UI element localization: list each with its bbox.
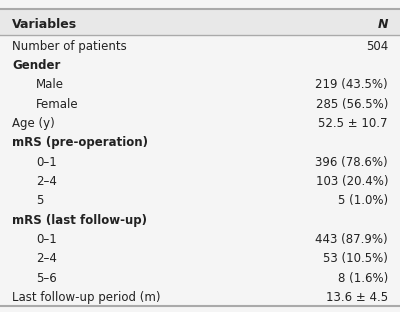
Text: 5–6: 5–6 xyxy=(36,272,57,285)
Bar xyxy=(0,190,400,209)
Text: Number of patients: Number of patients xyxy=(12,40,127,53)
Text: 396 (78.6%): 396 (78.6%) xyxy=(315,156,388,169)
Bar xyxy=(0,132,400,151)
Bar xyxy=(0,35,400,54)
Text: 8 (1.6%): 8 (1.6%) xyxy=(338,272,388,285)
Text: Last follow-up period (m): Last follow-up period (m) xyxy=(12,291,160,304)
Text: 103 (20.4%): 103 (20.4%) xyxy=(316,175,388,188)
Bar xyxy=(0,248,400,267)
Bar xyxy=(0,9,400,35)
Text: Male: Male xyxy=(36,78,64,91)
Text: Female: Female xyxy=(36,98,79,111)
Text: mRS (pre-operation): mRS (pre-operation) xyxy=(12,136,148,149)
Text: 219 (43.5%): 219 (43.5%) xyxy=(315,78,388,91)
Text: 0–1: 0–1 xyxy=(36,156,57,169)
Bar xyxy=(0,74,400,93)
Bar xyxy=(0,286,400,306)
Text: 52.5 ± 10.7: 52.5 ± 10.7 xyxy=(318,117,388,130)
Text: Age (y): Age (y) xyxy=(12,117,55,130)
Text: Gender: Gender xyxy=(12,59,60,72)
Text: 2–4: 2–4 xyxy=(36,175,57,188)
Text: Variables: Variables xyxy=(12,18,77,31)
Bar xyxy=(0,170,400,190)
Text: 5 (1.0%): 5 (1.0%) xyxy=(338,194,388,207)
Text: 13.6 ± 4.5: 13.6 ± 4.5 xyxy=(326,291,388,304)
Text: N: N xyxy=(378,18,388,31)
Bar xyxy=(0,151,400,170)
Text: 504: 504 xyxy=(366,40,388,53)
Bar xyxy=(0,267,400,286)
Text: 443 (87.9%): 443 (87.9%) xyxy=(315,233,388,246)
Text: 53 (10.5%): 53 (10.5%) xyxy=(323,252,388,266)
Text: 285 (56.5%): 285 (56.5%) xyxy=(316,98,388,111)
Bar xyxy=(0,209,400,228)
Bar xyxy=(0,93,400,112)
Text: 2–4: 2–4 xyxy=(36,252,57,266)
Bar xyxy=(0,54,400,74)
Bar xyxy=(0,228,400,248)
Text: mRS (last follow-up): mRS (last follow-up) xyxy=(12,214,147,227)
Text: 5: 5 xyxy=(36,194,43,207)
Text: 0–1: 0–1 xyxy=(36,233,57,246)
Bar xyxy=(0,112,400,132)
